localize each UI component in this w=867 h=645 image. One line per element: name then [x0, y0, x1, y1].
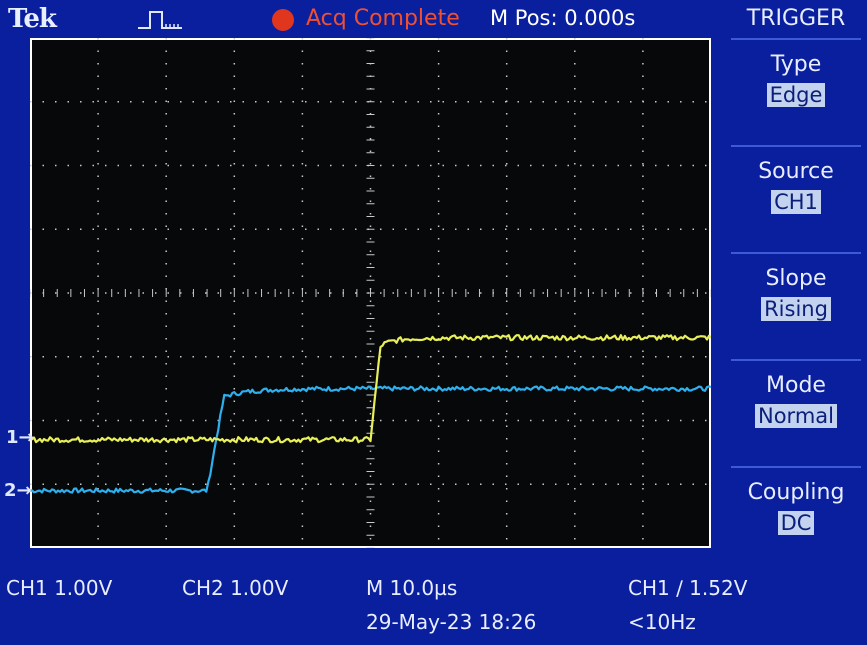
acquisition-status: Acq Complete	[306, 6, 460, 31]
menu-item-value: Edge	[766, 83, 826, 107]
menu-item-label: Slope	[765, 266, 827, 291]
ch2-marker-label: 2	[4, 480, 17, 501]
acquisition-indicator-icon	[272, 9, 294, 31]
timebase: M 10.0µs	[366, 576, 458, 600]
trigger-level: CH1 ∕ 1.52V	[628, 576, 748, 600]
menu-item-label: Type	[770, 52, 822, 77]
menu-item-value: Rising	[761, 297, 831, 321]
waveform-display[interactable]	[30, 38, 711, 548]
graticule	[30, 38, 711, 548]
horizontal-position: M Pos: 0.000s	[490, 6, 636, 30]
menu-item-source[interactable]: Source CH1	[731, 145, 861, 247]
menu-item-mode[interactable]: Mode Normal	[731, 359, 861, 461]
menu-item-value: DC	[777, 511, 815, 535]
trigger-menu: TRIGGER Type Edge Source CH1 Slope Risin…	[725, 0, 867, 570]
ch2-scale: CH2 1.00V	[182, 576, 289, 600]
menu-item-value: CH1	[771, 190, 821, 214]
ch1-marker-label: 1	[6, 427, 19, 448]
brand-logo: Tek	[8, 4, 57, 34]
menu-item-label: Source	[758, 159, 834, 184]
ch2-ground-marker: 2→	[4, 480, 32, 501]
trigger-pulse-icon	[136, 8, 186, 36]
ch1-ground-marker: 1→	[6, 427, 34, 448]
ch1-scale: CH1 1.00V	[6, 576, 113, 600]
menu-title: TRIGGER	[746, 6, 846, 31]
menu-item-type[interactable]: Type Edge	[731, 38, 861, 140]
top-status-bar: Tek Acq Complete M Pos: 0.000s	[0, 0, 725, 57]
menu-item-slope[interactable]: Slope Rising	[731, 252, 861, 354]
menu-item-label: Mode	[766, 373, 826, 398]
ch1-trace	[30, 334, 711, 444]
ch2-trace	[30, 385, 711, 494]
menu-item-label: Coupling	[747, 480, 845, 505]
menu-item-value: Normal	[755, 404, 837, 428]
bottom-status-bar: CH1 1.00V CH2 1.00V M 10.0µs CH1 ∕ 1.52V…	[0, 570, 867, 645]
date-time: 29-May-23 18:26	[366, 610, 537, 634]
menu-item-coupling[interactable]: Coupling DC	[731, 466, 861, 568]
trigger-frequency: <10Hz	[628, 610, 696, 634]
